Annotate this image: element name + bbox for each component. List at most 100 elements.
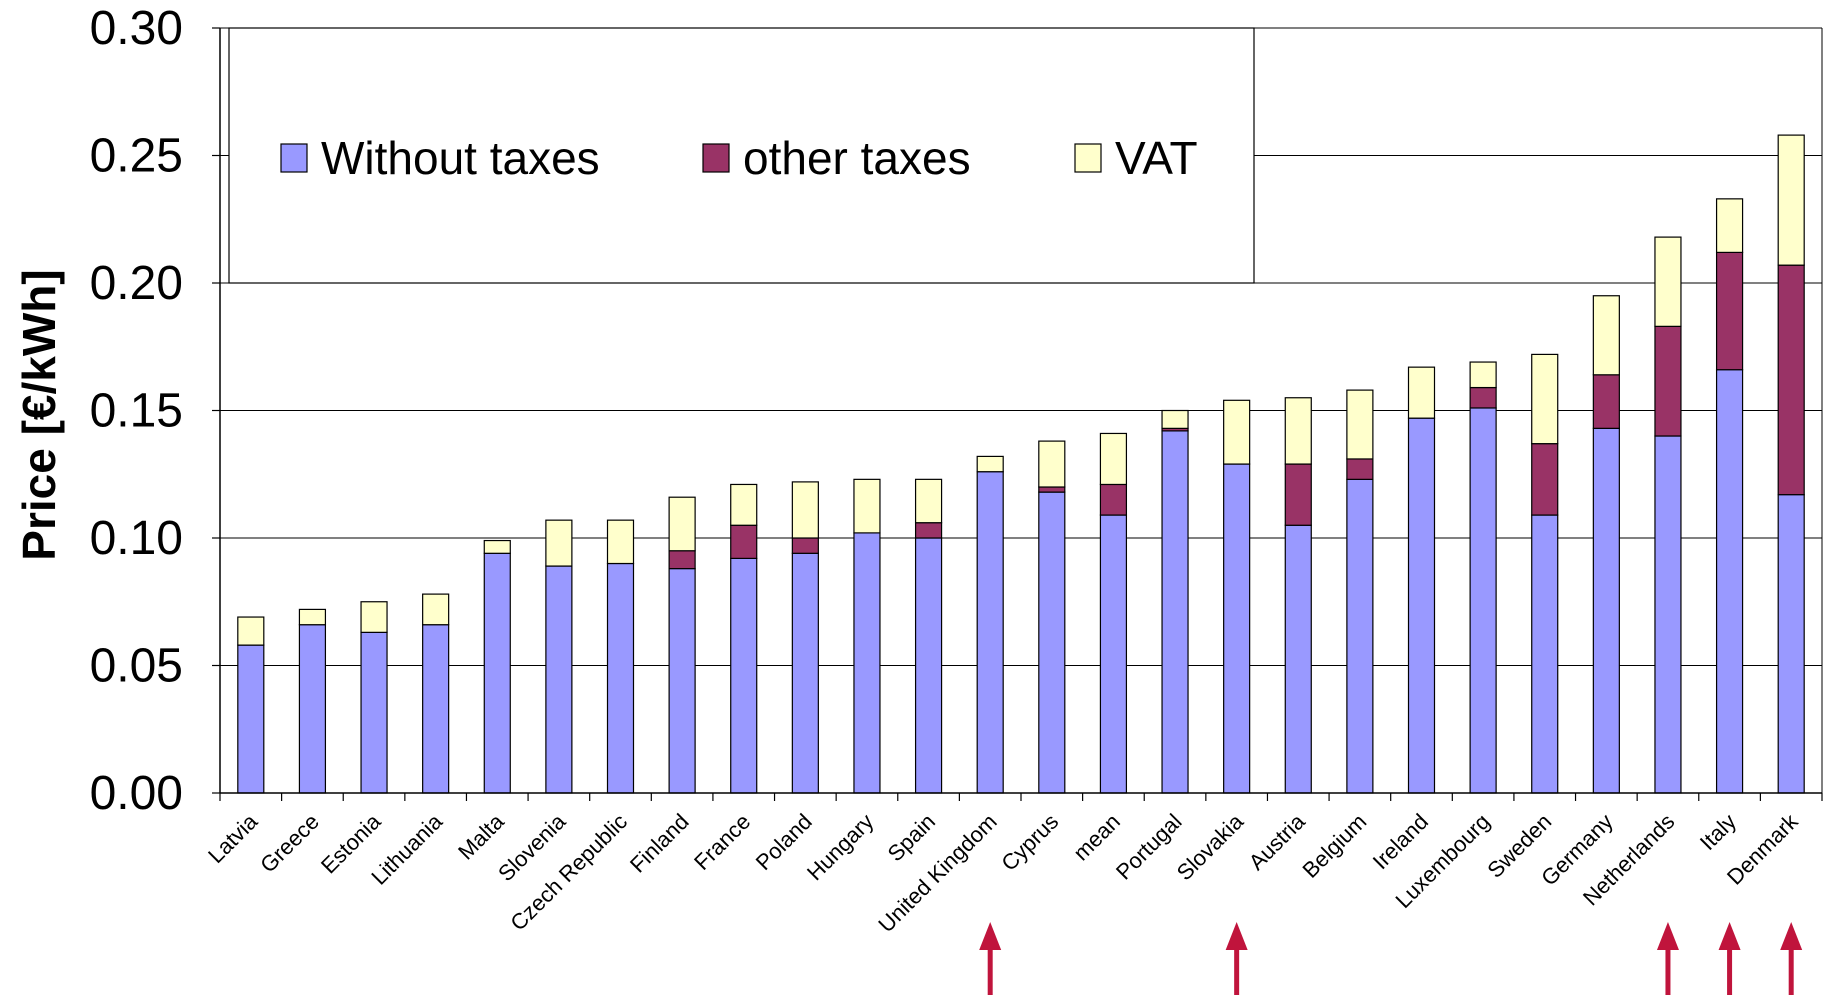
axes: [219, 28, 1823, 801]
bar-without-taxes: [1469, 407, 1497, 794]
bar-without-taxes: [1592, 427, 1620, 794]
bar-vat: [1284, 397, 1312, 465]
bar-without-taxes: [1284, 524, 1312, 794]
x-tick-label: Spain: [883, 809, 940, 866]
bar-vat: [668, 496, 696, 552]
x-tick-label: Cyprus: [996, 809, 1063, 876]
bar-vat: [853, 478, 881, 534]
arrow-head: [1656, 922, 1679, 950]
bar-other-taxes: [1469, 386, 1497, 409]
bar-other-taxes: [730, 524, 758, 560]
bar-vat: [1161, 409, 1189, 429]
legend-label: other taxes: [743, 132, 971, 184]
bar-without-taxes: [730, 557, 758, 794]
bar-other-taxes: [668, 550, 696, 570]
y-axis-label: Price [€/kWh]: [13, 269, 65, 560]
y-tick-labels: 0.00 0.05 0.10 0.15 0.20 0.25 0.30: [90, 2, 183, 820]
bar-other-taxes: [1592, 374, 1620, 429]
arrow-head: [979, 922, 1002, 950]
bar-without-taxes: [360, 631, 388, 794]
bar-vat: [237, 616, 265, 646]
bar-other-taxes: [1715, 251, 1744, 371]
bar-other-taxes: [791, 537, 819, 554]
x-tick-label: mean: [1068, 809, 1125, 866]
y-tick-label: 0.00: [90, 767, 183, 820]
arrow-head: [1225, 922, 1248, 950]
bar-vat: [360, 601, 388, 633]
x-tick-label: Portugal: [1111, 809, 1187, 885]
bar-other-taxes: [1346, 458, 1374, 480]
bar-without-taxes: [1346, 478, 1374, 794]
legend-swatch: [702, 143, 730, 173]
x-tick-label: Greece: [255, 809, 324, 878]
bar-vat: [1407, 366, 1436, 419]
bar-vat: [1223, 399, 1251, 465]
bar-vat: [606, 519, 635, 565]
bar-vat: [1777, 134, 1805, 266]
x-tick-label: France: [689, 809, 755, 875]
bar-without-taxes: [668, 567, 696, 794]
x-tick-label: Malta: [453, 808, 509, 864]
bar-vat: [1715, 198, 1744, 254]
x-tick-label: Finland: [625, 809, 694, 878]
bar-vat: [914, 478, 943, 524]
x-tick-label: Slovakia: [1172, 808, 1249, 885]
legend-swatch: [1074, 143, 1102, 173]
bar-without-taxes: [1161, 430, 1189, 794]
x-tick-label: Hungary: [802, 809, 878, 885]
x-tick-label: Latvia: [203, 808, 263, 868]
x-tick-label: Italy: [1695, 809, 1741, 855]
bar-other-taxes: [914, 522, 943, 539]
bar-vat: [730, 483, 758, 526]
bar-vat: [483, 539, 511, 554]
bar-vat: [298, 608, 327, 626]
bar-without-taxes: [914, 537, 943, 794]
bar-without-taxes: [422, 624, 450, 794]
bar-without-taxes: [298, 624, 327, 794]
bar-without-taxes: [1531, 514, 1559, 794]
legend-label: Without taxes: [321, 132, 600, 184]
bar-other-taxes: [1099, 483, 1128, 516]
bar-vat: [422, 593, 450, 626]
bar-other-taxes: [1654, 325, 1682, 437]
legend-swatch: [280, 143, 308, 173]
bar-other-taxes: [1777, 264, 1805, 496]
y-tick-label: 0.15: [90, 385, 183, 438]
bar-without-taxes: [606, 562, 635, 794]
bar-without-taxes: [1654, 435, 1682, 794]
bar-vat: [1346, 389, 1374, 460]
y-tick-label: 0.30: [90, 2, 183, 55]
arrow-head: [1718, 922, 1741, 950]
legend: Without taxes other taxes VAT: [228, 27, 1255, 284]
bar-vat: [1654, 236, 1682, 327]
bar-without-taxes: [1099, 514, 1128, 794]
highlight-arrows: [979, 922, 1803, 995]
bar-without-taxes: [1715, 369, 1744, 794]
y-tick-label: 0.10: [90, 512, 183, 565]
bar-without-taxes: [791, 552, 819, 794]
bar-without-taxes: [1407, 417, 1436, 794]
bar-vat: [1592, 295, 1620, 376]
bar-without-taxes: [545, 565, 573, 794]
x-tick-label: Belgium: [1298, 809, 1372, 883]
bar-without-taxes: [1038, 491, 1066, 794]
bar-vat: [545, 519, 573, 567]
bar-other-taxes: [1284, 463, 1312, 526]
y-tick-label: 0.20: [90, 257, 183, 310]
bar-vat: [1038, 440, 1066, 488]
bar-vat: [791, 481, 819, 539]
bar-other-taxes: [1531, 443, 1559, 516]
bar-other-taxes: [1038, 486, 1066, 493]
y-tick-label: 0.05: [90, 640, 183, 693]
bar-vat: [976, 455, 1004, 473]
bar-without-taxes: [1223, 463, 1251, 794]
bar-without-taxes: [483, 552, 511, 794]
bar-without-taxes: [976, 471, 1004, 794]
bar-vat: [1099, 432, 1128, 486]
arrow-head: [1780, 922, 1803, 950]
bar-without-taxes: [1777, 494, 1805, 794]
bar-vat: [1469, 361, 1497, 389]
y-tick-label: 0.25: [90, 130, 183, 183]
